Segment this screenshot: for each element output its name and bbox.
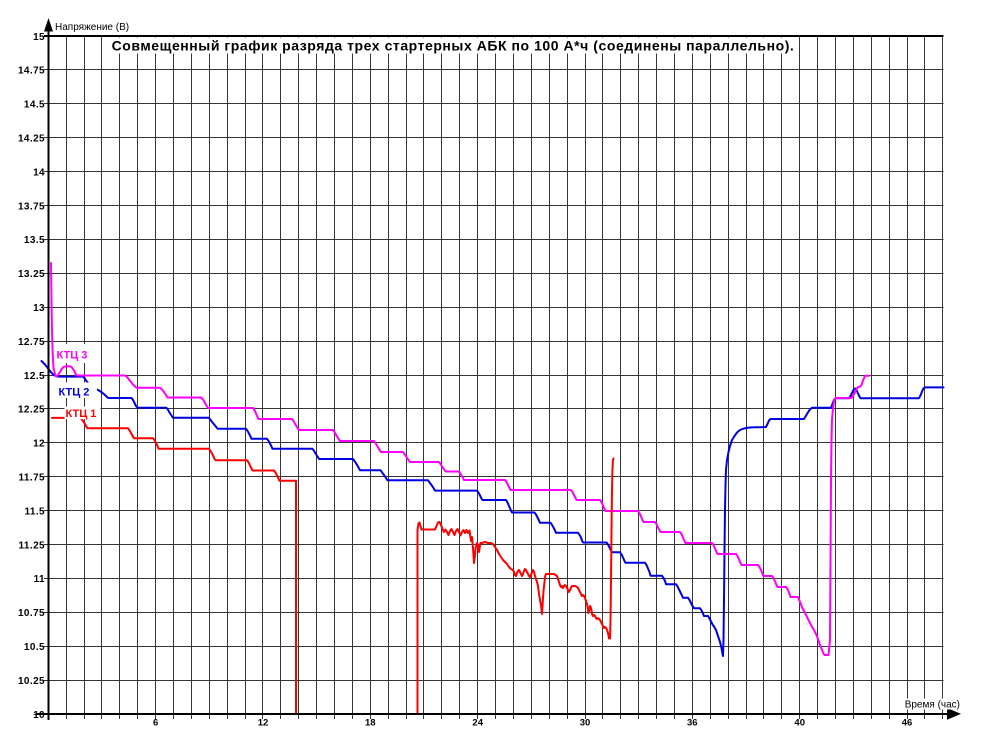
- svg-text:12: 12: [258, 718, 269, 729]
- svg-text:18: 18: [365, 718, 376, 729]
- svg-text:46: 46: [902, 718, 913, 729]
- svg-text:40: 40: [794, 718, 805, 729]
- svg-text:10.75: 10.75: [18, 608, 45, 619]
- svg-text:12.25: 12.25: [18, 405, 45, 416]
- svg-text:14.75: 14.75: [18, 66, 45, 77]
- svg-text:15: 15: [33, 32, 45, 43]
- svg-text:11.5: 11.5: [24, 506, 45, 517]
- svg-text:12.75: 12.75: [18, 337, 45, 348]
- svg-text:КТЦ 1: КТЦ 1: [66, 408, 97, 420]
- svg-text:13: 13: [33, 303, 45, 314]
- svg-text:Совмещенный график разряда тре: Совмещенный график разряда трех стартерн…: [112, 38, 795, 54]
- svg-text:6: 6: [153, 718, 158, 729]
- svg-text:11.25: 11.25: [19, 540, 46, 551]
- svg-text:36: 36: [687, 718, 698, 729]
- svg-text:13.75: 13.75: [18, 201, 45, 212]
- svg-text:14.5: 14.5: [24, 100, 45, 111]
- svg-text:11: 11: [34, 574, 45, 585]
- svg-text:30: 30: [580, 718, 591, 729]
- svg-text:Время (час): Время (час): [905, 700, 960, 711]
- svg-text:КТЦ 2: КТЦ 2: [59, 387, 90, 399]
- svg-text:КТЦ 3: КТЦ 3: [57, 350, 88, 362]
- svg-text:13.5: 13.5: [24, 235, 45, 246]
- svg-text:10: 10: [33, 710, 45, 721]
- svg-text:14.25: 14.25: [18, 134, 45, 145]
- svg-text:11.75: 11.75: [19, 473, 46, 484]
- svg-text:Напряжение (В): Напряжение (В): [55, 22, 129, 33]
- svg-text:12.5: 12.5: [24, 371, 45, 382]
- svg-text:14: 14: [33, 167, 45, 178]
- svg-text:10.5: 10.5: [24, 642, 45, 653]
- svg-text:10.25: 10.25: [18, 676, 45, 687]
- svg-text:13.25: 13.25: [18, 269, 45, 280]
- svg-text:12: 12: [33, 439, 45, 450]
- svg-text:24: 24: [472, 718, 483, 729]
